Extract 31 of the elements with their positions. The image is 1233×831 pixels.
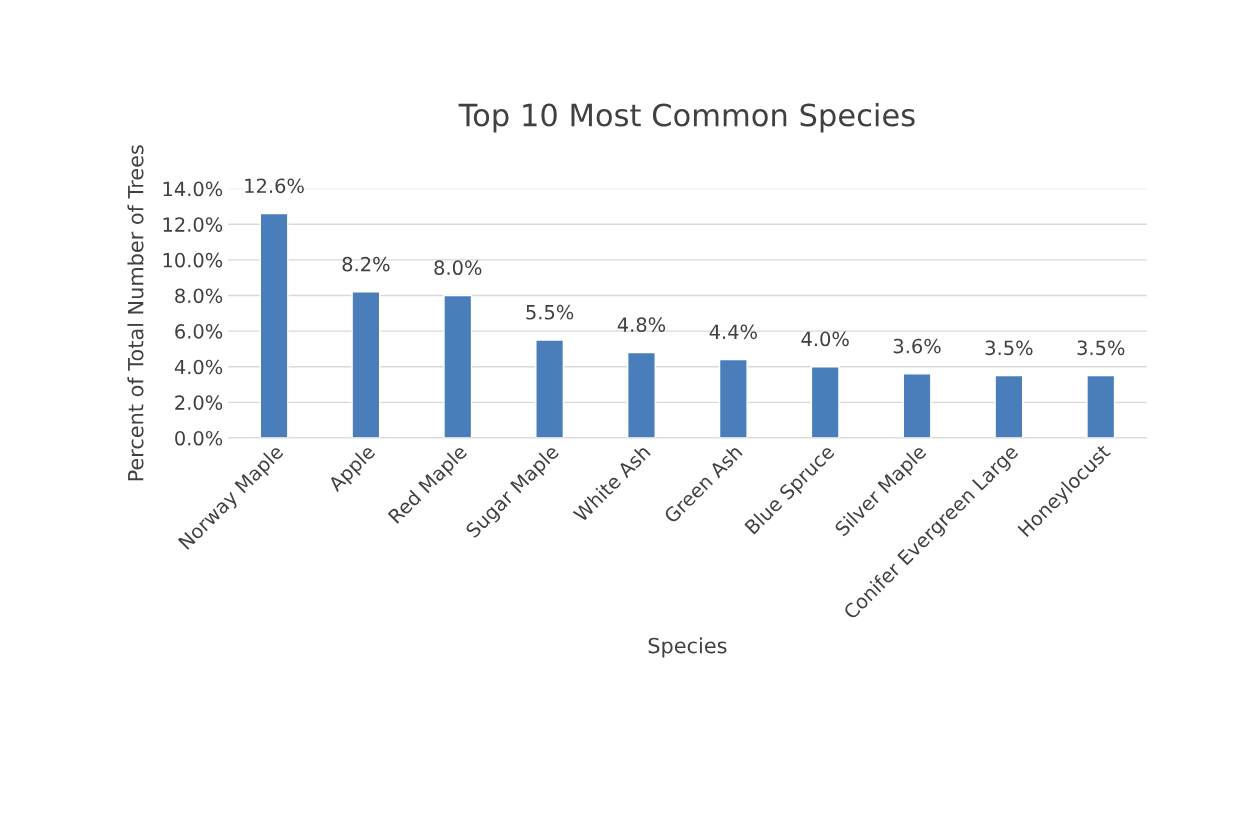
y-tick-label: 10.0% [163, 252, 223, 268]
bar [351, 291, 381, 438]
bar [718, 358, 748, 438]
y-axis-title: Percent of Total Number of Trees [127, 145, 144, 481]
bar [443, 294, 473, 438]
data-label: 8.0% [434, 260, 482, 276]
bar [902, 373, 932, 438]
data-label: 4.4% [709, 324, 757, 340]
data-label: 4.0% [801, 331, 849, 347]
data-label: 8.2% [342, 256, 390, 272]
bar [1086, 374, 1116, 438]
y-tick-label: 14.0% [163, 181, 223, 197]
data-label: 4.8% [617, 317, 666, 333]
y-tick-label: 2.0% [175, 395, 223, 410]
bar [535, 339, 565, 438]
y-tick-label: 8.0% [175, 288, 223, 304]
chart-title: Top 10 Most Common Species [458, 102, 915, 133]
y-tick-label: 0.0% [175, 430, 223, 446]
bar [994, 374, 1024, 438]
bar [810, 366, 840, 438]
bar [626, 351, 656, 438]
bar [259, 212, 289, 438]
data-label: 3.5% [1077, 340, 1125, 356]
x-axis-title: Species [648, 637, 727, 658]
data-label: 3.6% [893, 338, 941, 354]
data-label: 5.5% [526, 304, 574, 320]
y-tick-label: 12.0% [163, 217, 223, 232]
data-label: 12.6% [245, 178, 304, 194]
data-label: 3.5% [985, 340, 1033, 356]
y-tick-label: 6.0% [175, 324, 223, 339]
y-tick-label: 4.0% [174, 359, 223, 375]
